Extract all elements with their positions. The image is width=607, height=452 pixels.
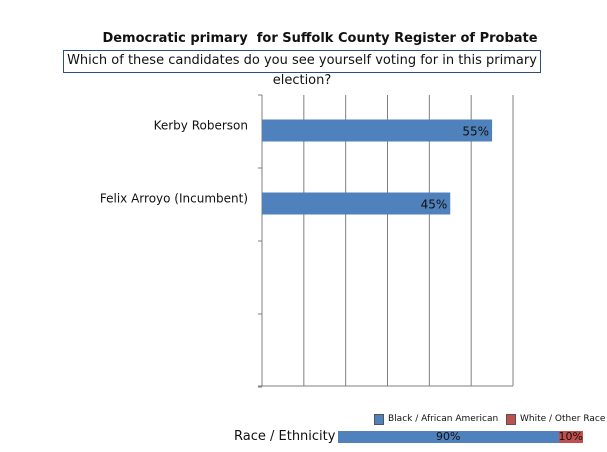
legend-label-black: Black / African American [388, 414, 499, 424]
value-label-0: 55% [462, 125, 489, 139]
race-breakdown-bar: 90% 10% [338, 431, 583, 443]
value-label-1: 45% [421, 198, 448, 212]
legend-swatch-black [374, 413, 384, 425]
legend-label-white: White / Other Race [520, 414, 606, 424]
category-label-1: Felix Arroyo (Incumbent) [100, 192, 248, 206]
legend-item-black: Black / African American [374, 412, 498, 426]
chart-title: Democratic primary for Suffolk County Re… [102, 31, 538, 46]
bar-0 [262, 119, 493, 142]
race-segment-1: 10% [558, 430, 583, 443]
race-ethnicity-label: Race / Ethnicity [234, 429, 336, 444]
race-segment-0: 90% [338, 431, 559, 443]
category-label-0: Kerby Roberson [154, 119, 248, 133]
legend-swatch-white [506, 413, 516, 425]
legend-item-white: White / Other Race [506, 412, 605, 426]
bar-1 [262, 192, 451, 215]
question-box: Which of these candidates do you see you… [63, 50, 541, 88]
